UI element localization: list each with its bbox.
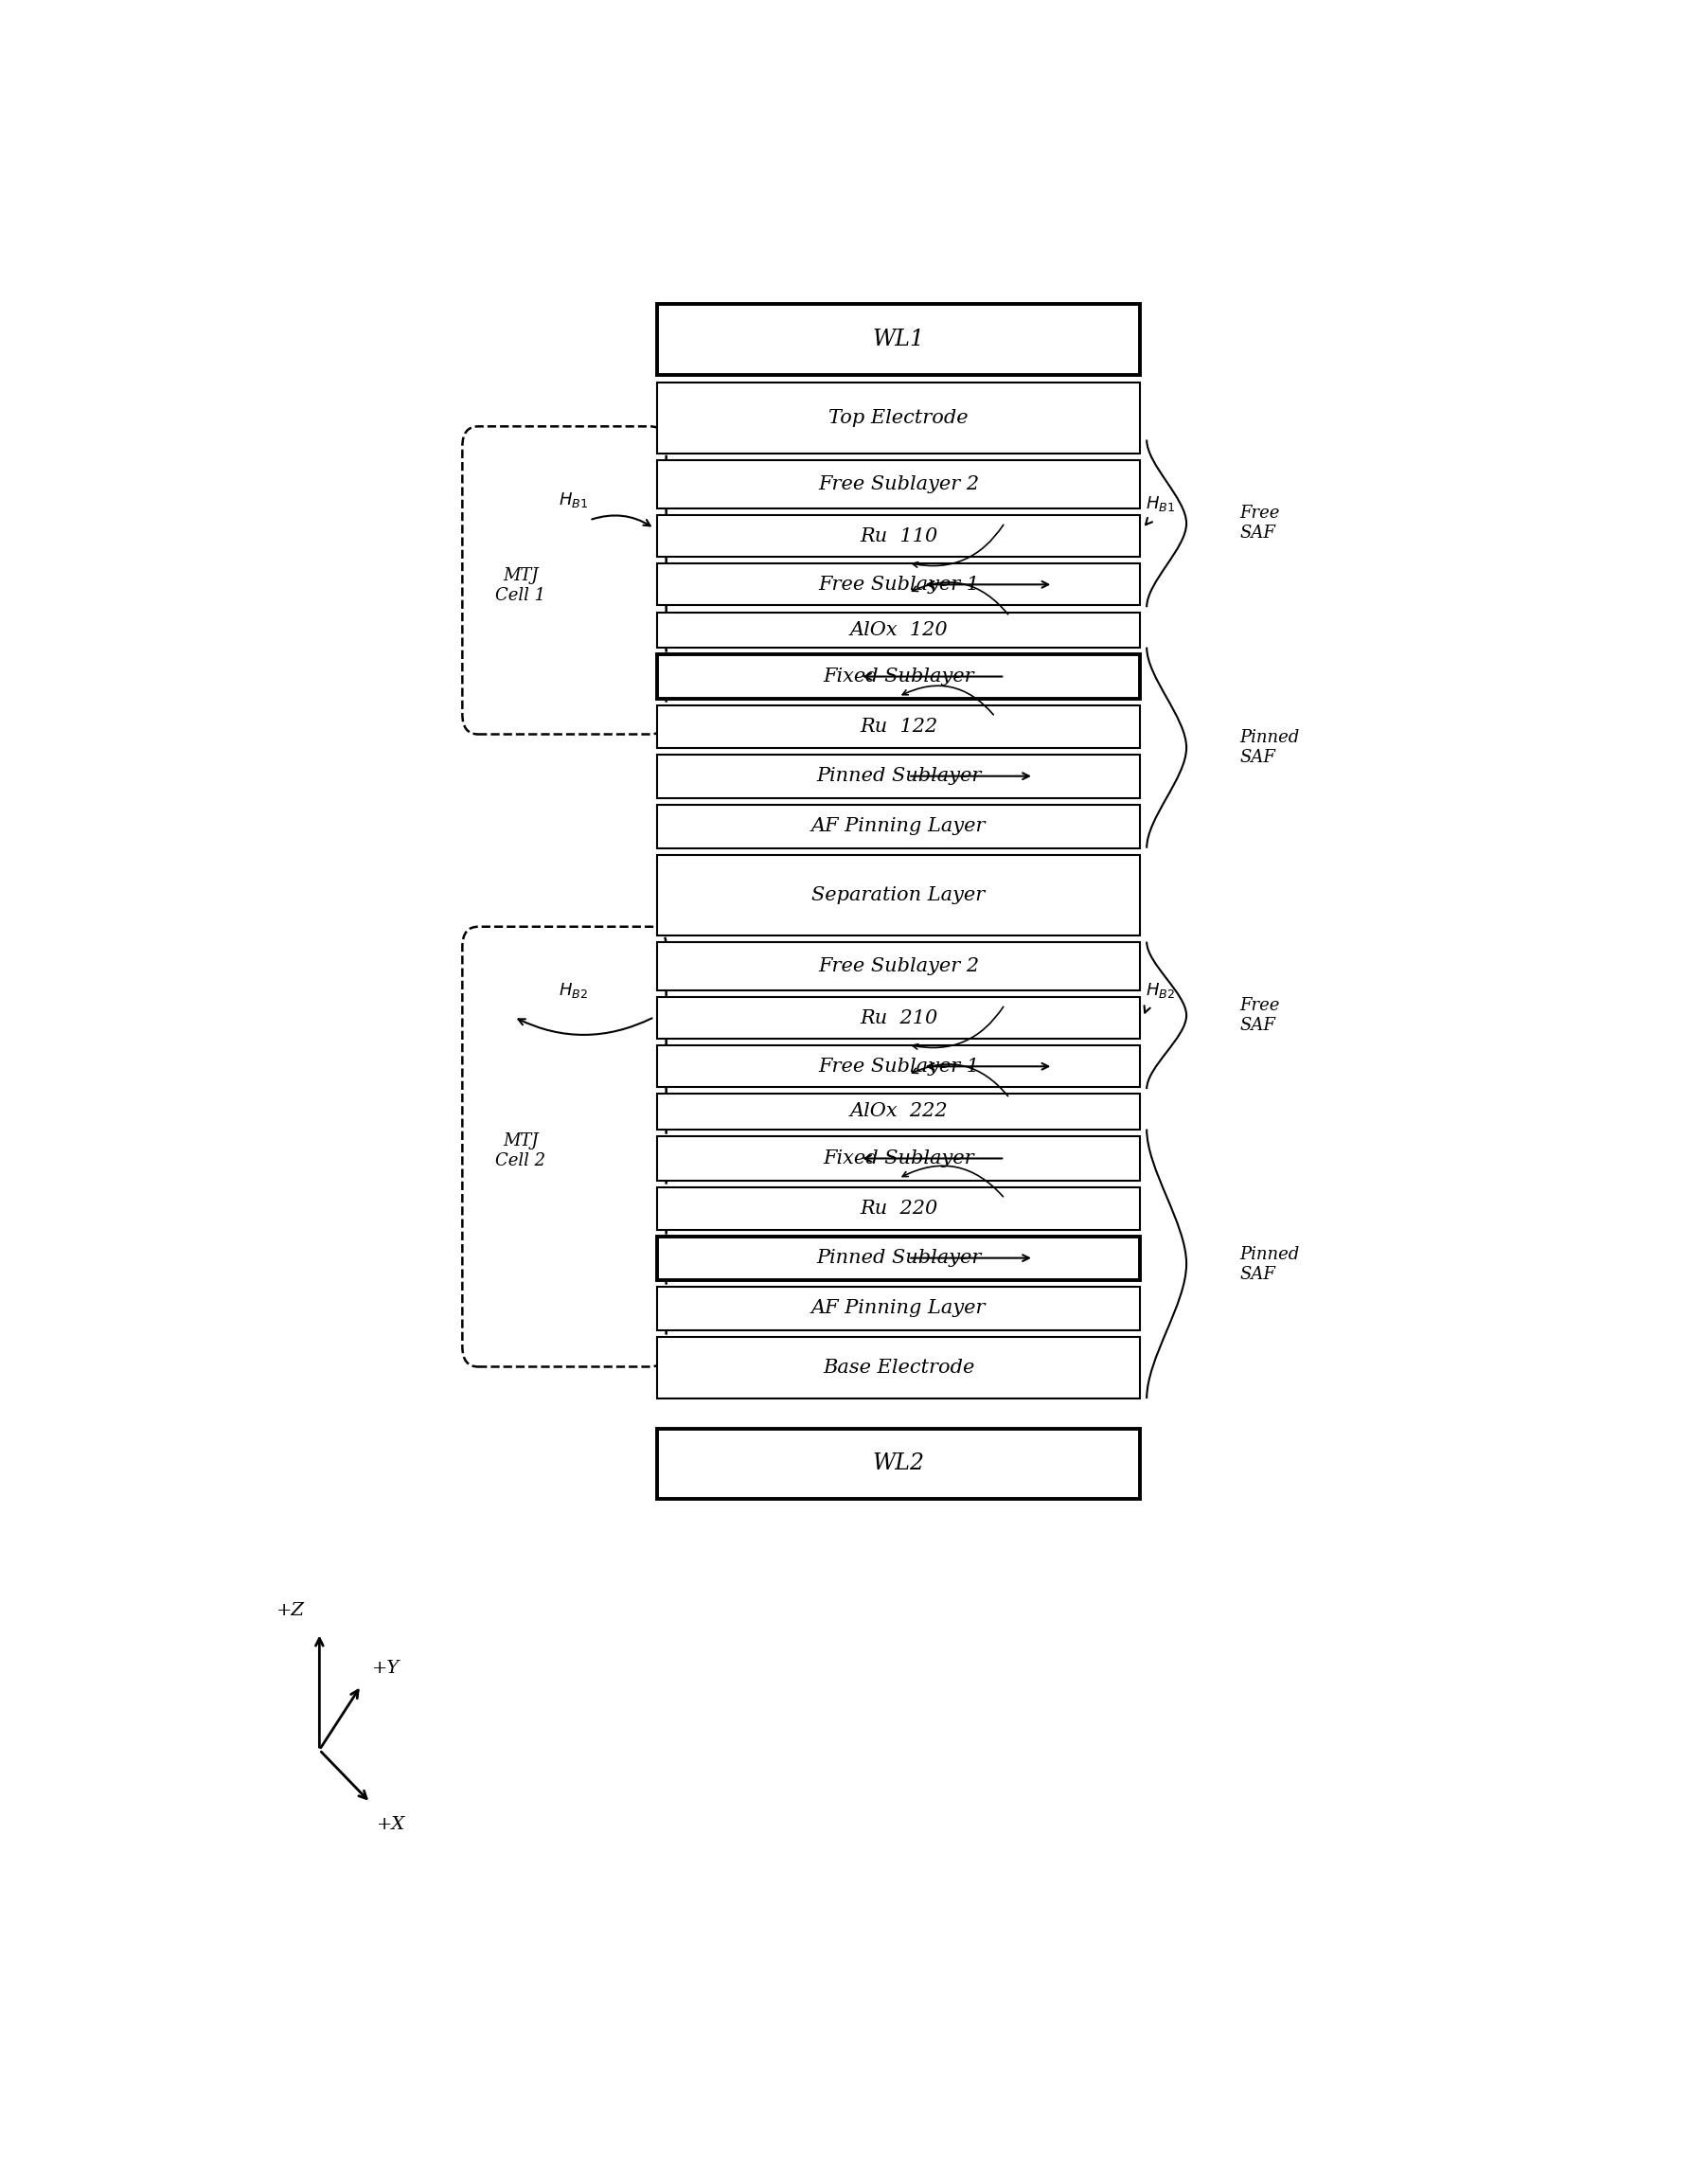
Text: Ru  122: Ru 122: [859, 717, 938, 737]
Text: Free Sublayer 1: Free Sublayer 1: [818, 1058, 979, 1076]
Text: $H_{B1}$: $H_{B1}$: [1146, 493, 1175, 513]
Bar: [658, 1236, 1141, 1280]
Bar: [658, 804, 1141, 847]
Bar: [658, 1286, 1141, 1330]
Bar: [658, 1189, 1141, 1230]
Text: Ru  110: Ru 110: [859, 528, 938, 545]
Bar: [658, 1136, 1141, 1182]
Text: AlOx  222: AlOx 222: [849, 1102, 948, 1121]
Text: +Y: +Y: [372, 1660, 400, 1678]
Text: $H_{B2}$: $H_{B2}$: [559, 980, 588, 1000]
Text: $H_{B2}$: $H_{B2}$: [1146, 980, 1175, 1000]
Text: AlOx  120: AlOx 120: [849, 621, 948, 639]
Text: MTJ
Cell 1: MTJ Cell 1: [495, 567, 547, 604]
Bar: [658, 1428, 1141, 1499]
Bar: [658, 1045, 1141, 1086]
Bar: [658, 854, 1141, 934]
Text: Pinned
SAF: Pinned SAF: [1240, 1247, 1300, 1282]
Text: Fixed Sublayer: Fixed Sublayer: [823, 667, 974, 684]
Bar: [658, 515, 1141, 556]
Bar: [658, 613, 1141, 648]
Text: Pinned
SAF: Pinned SAF: [1240, 730, 1300, 767]
Text: AF Pinning Layer: AF Pinning Layer: [811, 817, 986, 834]
Bar: [658, 1093, 1141, 1130]
Text: Pinned Sublayer: Pinned Sublayer: [816, 767, 980, 784]
Text: Free Sublayer 1: Free Sublayer 1: [818, 576, 979, 593]
Bar: [658, 706, 1141, 748]
Bar: [658, 654, 1141, 700]
Text: MTJ
Cell 2: MTJ Cell 2: [495, 1132, 547, 1169]
Bar: [658, 382, 1141, 454]
Text: Fixed Sublayer: Fixed Sublayer: [823, 1150, 974, 1167]
Text: WL1: WL1: [873, 328, 924, 350]
Text: Free
SAF: Free SAF: [1240, 504, 1279, 541]
Text: Free Sublayer 2: Free Sublayer 2: [818, 476, 979, 493]
Text: Top Electrode: Top Electrode: [828, 409, 968, 428]
Text: Pinned Sublayer: Pinned Sublayer: [816, 1249, 980, 1267]
Bar: [658, 563, 1141, 606]
Text: Ru  220: Ru 220: [859, 1199, 938, 1217]
Bar: [658, 461, 1141, 508]
Text: Ru  210: Ru 210: [859, 1008, 938, 1028]
Text: Base Electrode: Base Electrode: [823, 1358, 975, 1376]
Text: $H_{B1}$: $H_{B1}$: [559, 491, 588, 508]
Text: +X: +X: [377, 1817, 405, 1834]
Text: +Z: +Z: [277, 1602, 304, 1619]
Bar: [658, 1336, 1141, 1399]
Bar: [658, 304, 1141, 374]
Text: Free
SAF: Free SAF: [1240, 997, 1279, 1034]
Text: Separation Layer: Separation Layer: [811, 887, 986, 904]
Text: AF Pinning Layer: AF Pinning Layer: [811, 1299, 986, 1317]
Text: Free Sublayer 2: Free Sublayer 2: [818, 956, 979, 976]
Text: WL2: WL2: [873, 1454, 924, 1475]
Bar: [658, 997, 1141, 1039]
Bar: [658, 754, 1141, 797]
Bar: [658, 941, 1141, 991]
